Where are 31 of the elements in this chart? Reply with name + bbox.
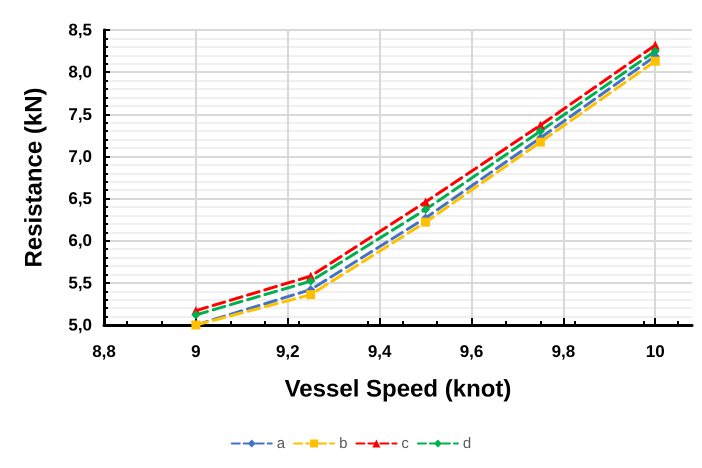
- x-tick-label: 9,2: [276, 342, 300, 361]
- point: [191, 310, 200, 320]
- point: [536, 138, 545, 147]
- point: [421, 197, 430, 206]
- y-tick-label: 8,5: [68, 20, 92, 40]
- point: [306, 276, 316, 286]
- point: [536, 126, 545, 136]
- y-tick-label: 5,5: [68, 273, 92, 292]
- y-tick-label: 5,0: [68, 316, 92, 334]
- legend-label: d: [462, 435, 472, 452]
- y-axis-title: Resistance (kN): [20, 87, 48, 268]
- x-axis-title: Vessel Speed (knot): [284, 376, 512, 402]
- y-tick-label: 7,5: [68, 104, 92, 124]
- point: [306, 290, 316, 300]
- point: [421, 205, 430, 214]
- x-tick-label: 9,6: [460, 342, 484, 361]
- x-tick-label: 9,8: [552, 342, 576, 361]
- point: [421, 218, 430, 227]
- y-tick-label: 6,5: [68, 189, 92, 208]
- point: [650, 56, 660, 66]
- y-tick-label: 7,0: [68, 146, 92, 166]
- point: [650, 46, 660, 56]
- legend-label: c: [401, 435, 410, 452]
- x-tick-label: 9,4: [368, 342, 392, 361]
- legend-label: b: [339, 435, 348, 452]
- x-tick-label: 10: [646, 342, 665, 361]
- x-tick-label: 9: [191, 342, 201, 361]
- x-tick-label: 8,8: [92, 342, 116, 361]
- y-tick-label: 8,0: [68, 62, 92, 82]
- y-tick-label: 6,0: [68, 231, 92, 250]
- legend-label: a: [276, 435, 286, 452]
